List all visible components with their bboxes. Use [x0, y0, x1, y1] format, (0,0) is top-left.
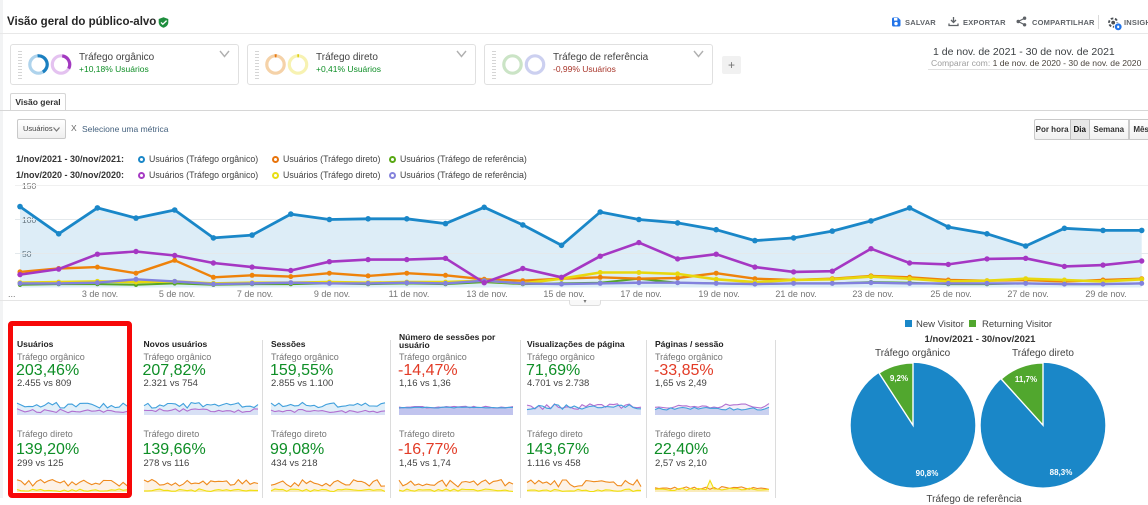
svg-text:90,8%: 90,8% [915, 469, 938, 478]
svg-text:88,3%: 88,3% [1050, 468, 1073, 477]
svg-text:11,7%: 11,7% [1015, 375, 1037, 384]
svg-text:9,2%: 9,2% [889, 374, 907, 383]
